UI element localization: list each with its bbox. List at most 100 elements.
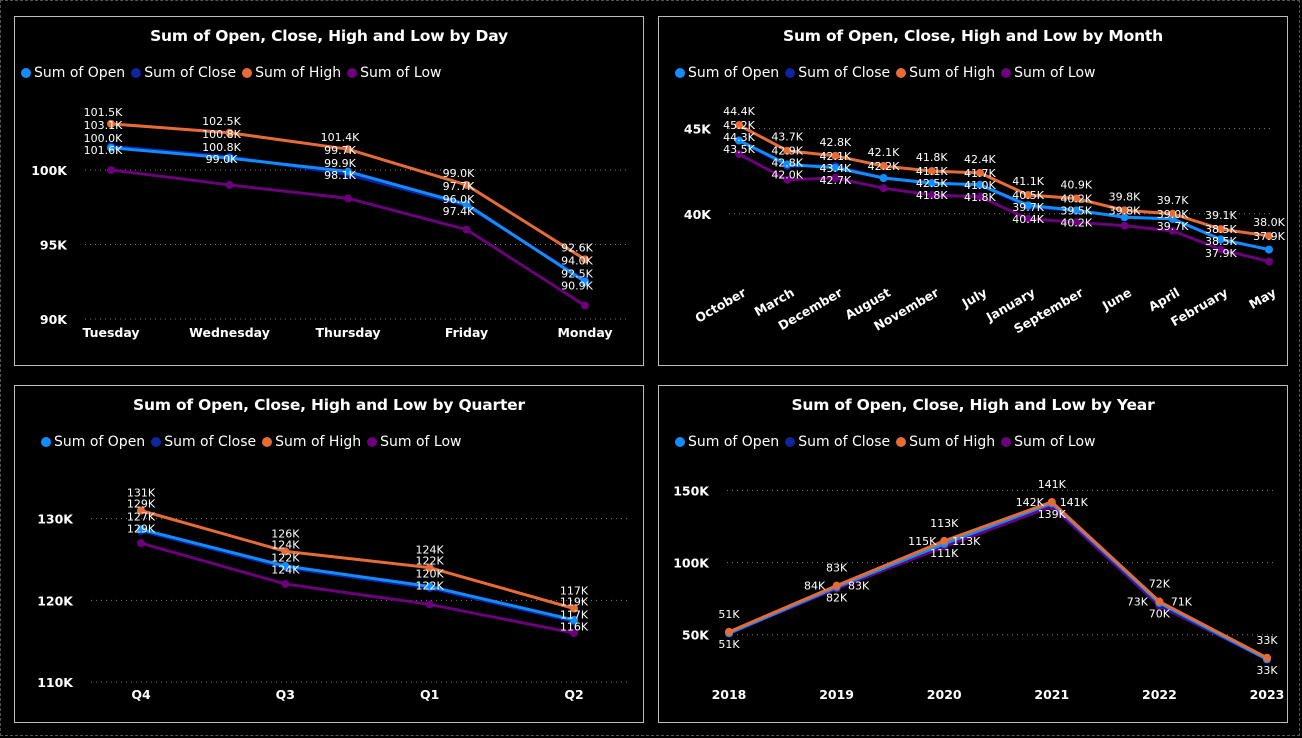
data-point-low[interactable] — [281, 580, 290, 588]
data-point-low[interactable] — [735, 150, 743, 159]
data-point-open[interactable] — [831, 163, 840, 172]
chart-panel-quarter[interactable]: Sum of Open, Close, High and Low by Quar… — [14, 385, 644, 723]
legend-item-high[interactable]: Sum of High — [242, 65, 341, 81]
series-line-high[interactable] — [738, 123, 1270, 238]
data-point-high[interactable] — [1024, 191, 1033, 200]
series-line-low[interactable] — [140, 541, 575, 635]
legend-item-open[interactable]: Sum of Open — [675, 434, 779, 450]
series-line-low[interactable] — [738, 152, 1270, 263]
legend-item-open[interactable]: Sum of Open — [41, 434, 145, 450]
data-point-high[interactable] — [940, 536, 949, 545]
data-point-open[interactable] — [570, 615, 578, 624]
legend-item-open[interactable]: Sum of Open — [675, 65, 779, 81]
data-point-open[interactable] — [107, 143, 115, 152]
data-point-high[interactable] — [570, 604, 578, 613]
data-point-low[interactable] — [1265, 257, 1273, 266]
data-point-open[interactable] — [425, 582, 434, 591]
data-point-high[interactable] — [1216, 225, 1225, 234]
chart-panel-year[interactable]: Sum of Open, Close, High and Low by Year… — [658, 385, 1288, 723]
data-point-low[interactable] — [1216, 245, 1225, 254]
data-point-high[interactable] — [1120, 206, 1129, 215]
series-line-open[interactable] — [738, 139, 1270, 252]
data-point-low[interactable] — [225, 180, 234, 189]
data-point-low[interactable] — [1024, 214, 1033, 223]
data-point-open[interactable] — [1120, 213, 1129, 222]
data-point-high[interactable] — [1263, 653, 1271, 662]
data-point-high[interactable] — [107, 119, 115, 128]
data-point-open[interactable] — [137, 525, 145, 534]
data-point-open[interactable] — [975, 180, 984, 189]
data-point-low[interactable] — [927, 191, 936, 200]
chart-panel-day[interactable]: Sum of Open, Close, High and Low by Day … — [14, 16, 644, 366]
data-point-open[interactable] — [1072, 206, 1081, 215]
series-line-open[interactable] — [140, 527, 575, 622]
data-point-high[interactable] — [344, 145, 352, 154]
data-point-high[interactable] — [1072, 194, 1081, 203]
data-point-open[interactable] — [281, 562, 290, 571]
data-point-open[interactable] — [1216, 235, 1225, 244]
data-point-high[interactable] — [1265, 231, 1273, 240]
data-point-open[interactable] — [225, 154, 234, 163]
data-point-open[interactable] — [462, 200, 471, 209]
data-point-low[interactable] — [570, 629, 578, 637]
series-line-high[interactable] — [728, 500, 1268, 660]
data-point-high[interactable] — [425, 563, 434, 572]
legend-item-low[interactable]: Sum of Low — [347, 65, 441, 81]
data-point-high[interactable] — [581, 255, 589, 264]
data-point-open[interactable] — [927, 179, 936, 188]
legend-item-close[interactable]: Sum of Close — [785, 65, 890, 81]
data-point-high[interactable] — [927, 167, 936, 176]
data-point-open[interactable] — [735, 136, 743, 145]
data-point-high[interactable] — [1047, 497, 1056, 506]
legend-item-high[interactable]: Sum of High — [896, 434, 995, 450]
data-point-high[interactable] — [831, 151, 840, 160]
data-point-low[interactable] — [581, 301, 589, 310]
data-point-high[interactable] — [735, 121, 743, 130]
data-point-low[interactable] — [137, 539, 145, 548]
data-point-low[interactable] — [462, 225, 471, 234]
legend-item-low[interactable]: Sum of Low — [367, 434, 461, 450]
data-point-high[interactable] — [783, 146, 792, 155]
line-chart-year[interactable]: 50K 100K 150K 2018 2019 2020 2021 2022 2023 51K 51… — [659, 386, 1289, 724]
data-point-high[interactable] — [832, 581, 841, 590]
legend-item-high[interactable]: Sum of High — [262, 434, 361, 450]
legend-item-close[interactable]: Sum of Close — [131, 65, 236, 81]
data-point-open[interactable] — [1265, 245, 1273, 254]
data-point-high[interactable] — [879, 162, 888, 171]
data-point-high[interactable] — [725, 627, 733, 636]
data-point-open[interactable] — [1024, 201, 1033, 210]
legend-item-low[interactable]: Sum of Low — [1001, 434, 1095, 450]
data-point-high[interactable] — [225, 128, 234, 137]
legend-item-close[interactable]: Sum of Close — [785, 434, 890, 450]
series-line-low[interactable] — [110, 168, 586, 307]
legend-item-open[interactable]: Sum of Open — [21, 65, 125, 81]
legend-item-high[interactable]: Sum of High — [896, 65, 995, 81]
data-point-high[interactable] — [1155, 597, 1164, 606]
data-point-low[interactable] — [1072, 218, 1081, 227]
legend-item-low[interactable]: Sum of Low — [1001, 65, 1095, 81]
data-point-low[interactable] — [975, 192, 984, 201]
data-point-low[interactable] — [1120, 221, 1129, 230]
data-point-low[interactable] — [107, 166, 115, 175]
data-point-high[interactable] — [1168, 209, 1177, 218]
data-point-high[interactable] — [975, 168, 984, 177]
series-line-close[interactable] — [140, 529, 575, 624]
data-point-low[interactable] — [831, 173, 840, 182]
data-point-low[interactable] — [783, 175, 792, 184]
chart-panel-month[interactable]: Sum of Open, Close, High and Low by Mont… — [658, 16, 1288, 366]
data-point-open[interactable] — [581, 277, 589, 286]
data-point-high[interactable] — [281, 547, 290, 556]
data-point-low[interactable] — [879, 184, 888, 193]
series-line-high[interactable] — [140, 509, 575, 610]
line-chart-day[interactable]: 90K 95K 100K Tuesday Wednesday Thursday Friday… — [15, 17, 645, 367]
data-point-open[interactable] — [344, 167, 352, 176]
data-point-high[interactable] — [462, 180, 471, 189]
legend-item-close[interactable]: Sum of Close — [151, 434, 256, 450]
data-point-low[interactable] — [344, 194, 352, 203]
data-point-low[interactable] — [425, 600, 434, 609]
data-point-low[interactable] — [1168, 226, 1177, 235]
data-point-open[interactable] — [879, 173, 888, 182]
data-point-open[interactable] — [783, 160, 792, 169]
